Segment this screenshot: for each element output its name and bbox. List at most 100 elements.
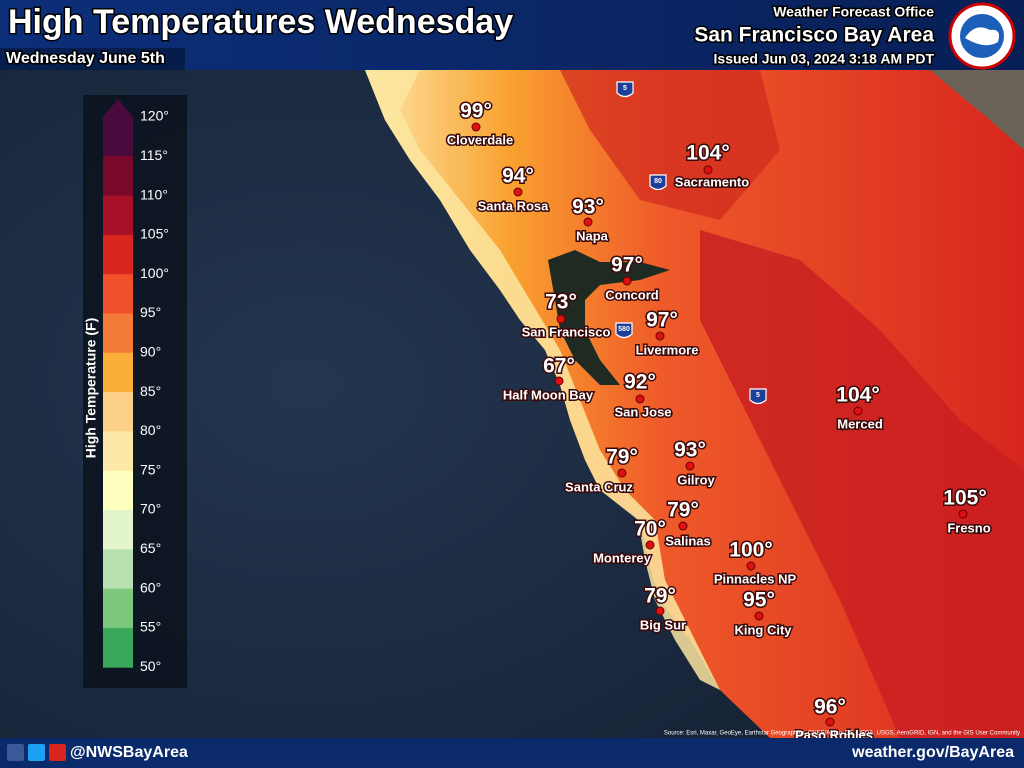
bay-water	[548, 250, 670, 385]
city-dot	[645, 540, 655, 550]
highway-label: 80	[654, 178, 662, 185]
city-dot	[622, 276, 632, 286]
legend-tick: 60°	[140, 579, 161, 595]
highway-shield	[649, 174, 667, 191]
city-temp: 92°	[624, 371, 656, 394]
legend-swatch	[103, 431, 133, 472]
city-temp: 70°	[634, 518, 666, 541]
city-temp: 104°	[836, 384, 879, 407]
legend-tick: 90°	[140, 344, 161, 360]
legend: 120° 115° 110° 105° 100° 95° 90° 85° 80° 75° 70° 65…	[103, 99, 169, 674]
subtitle: Wednesday June 5th	[6, 50, 165, 67]
city-dot	[556, 314, 566, 324]
city-dot	[655, 331, 665, 341]
city-name: Fresno	[947, 520, 990, 535]
city-temp: 95°	[743, 589, 775, 612]
legend-swatch	[103, 549, 133, 590]
legend-arrow	[103, 99, 133, 117]
city-name: Livermore	[636, 342, 699, 357]
legend-swatch	[103, 588, 133, 629]
legend-tick: 85°	[140, 383, 161, 399]
city-dot	[746, 561, 756, 571]
title: High Temperatures Wednesday	[8, 3, 513, 41]
city-temp: 104°	[686, 142, 729, 165]
cities: 99° Cloverdale 104° Sacramento 94° Santa Rosa…	[445, 98, 992, 744]
url[interactable]: weather.gov/BayArea	[851, 744, 1014, 761]
footer-bar	[0, 738, 1024, 768]
city-dot	[754, 611, 764, 621]
city-dot	[554, 376, 564, 386]
legend-title: High Temperature (F)	[83, 318, 99, 459]
city-temp: 105°	[943, 487, 986, 510]
city-name: Santa Rosa	[478, 198, 550, 213]
coastal-zone	[365, 70, 720, 690]
city-temp: 99°	[460, 100, 492, 123]
city-temp: 67°	[543, 355, 575, 378]
legend-tick: 100°	[140, 265, 169, 281]
city-name: Sacramento	[675, 174, 749, 189]
city-dot	[583, 217, 593, 227]
legend-swatch	[103, 156, 133, 197]
city-temp: 79°	[606, 446, 638, 469]
city-temp: 97°	[646, 309, 678, 332]
city-name: Gilroy	[677, 472, 715, 487]
city-temp: 97°	[611, 254, 643, 277]
sacramento-valley	[560, 70, 780, 220]
legend-swatch	[103, 470, 133, 511]
city-temp: 93°	[674, 439, 706, 462]
city-name: Cloverdale	[447, 132, 513, 147]
highway-label: 580	[618, 326, 630, 333]
legend-tick: 110°	[140, 186, 168, 202]
legend-tick: 120°	[140, 108, 169, 124]
legend-tick: 95°	[140, 304, 161, 320]
legend-swatch	[103, 117, 133, 157]
city-dot	[703, 165, 713, 175]
city-temp: 79°	[667, 499, 699, 522]
issued: Issued Jun 03, 2024 3:18 AM PDT	[714, 51, 935, 67]
city-name: Big Sur	[640, 617, 686, 632]
highway-label: 5	[756, 392, 760, 399]
city-name: Half Moon Bay	[503, 387, 594, 402]
legend-tick: 55°	[140, 619, 161, 635]
city-temp: 93°	[572, 196, 604, 219]
highway-shield	[615, 322, 633, 339]
legend-tick: 80°	[140, 422, 161, 438]
city-temp: 73°	[545, 291, 577, 314]
city-temp: 100°	[729, 539, 772, 562]
legend-swatch	[103, 352, 133, 393]
city-name: Pinnacles NP	[714, 571, 797, 586]
legend-tick: 75°	[140, 461, 161, 477]
city-dot	[685, 461, 695, 471]
city-dot	[825, 717, 835, 727]
legend-tick: 50°	[140, 658, 161, 674]
legend-tick: 115°	[140, 147, 168, 163]
nws-logo	[948, 2, 1016, 70]
city-temp: 94°	[502, 165, 534, 188]
city-name: Concord	[605, 287, 659, 302]
sierra-terrain	[930, 70, 1024, 150]
legend-box	[83, 95, 187, 688]
handle[interactable]: @NWSBayArea	[70, 744, 188, 761]
source-credit: Source: Esri, Maxar, GeoEye, Earthstar G…	[664, 731, 1020, 737]
city-dot	[471, 122, 481, 132]
city-dot	[635, 394, 645, 404]
legend-swatch	[103, 510, 133, 550]
legend-swatch	[103, 195, 133, 236]
city-dot	[617, 468, 627, 478]
city-name: Salinas	[665, 533, 711, 548]
legend-swatch	[103, 392, 133, 432]
central-valley	[700, 230, 1024, 738]
subtitle-bar	[0, 48, 185, 70]
office: Weather Forecast Office	[773, 4, 934, 20]
city-name: Merced	[837, 416, 883, 431]
city-name: King City	[734, 622, 792, 637]
legend-swatch	[103, 234, 133, 275]
area: San Francisco Bay Area	[694, 24, 934, 47]
city-dot	[655, 606, 665, 616]
city-name: San Jose	[614, 404, 671, 419]
legend-tick: 105°	[140, 226, 169, 242]
legend-swatch	[103, 627, 133, 668]
